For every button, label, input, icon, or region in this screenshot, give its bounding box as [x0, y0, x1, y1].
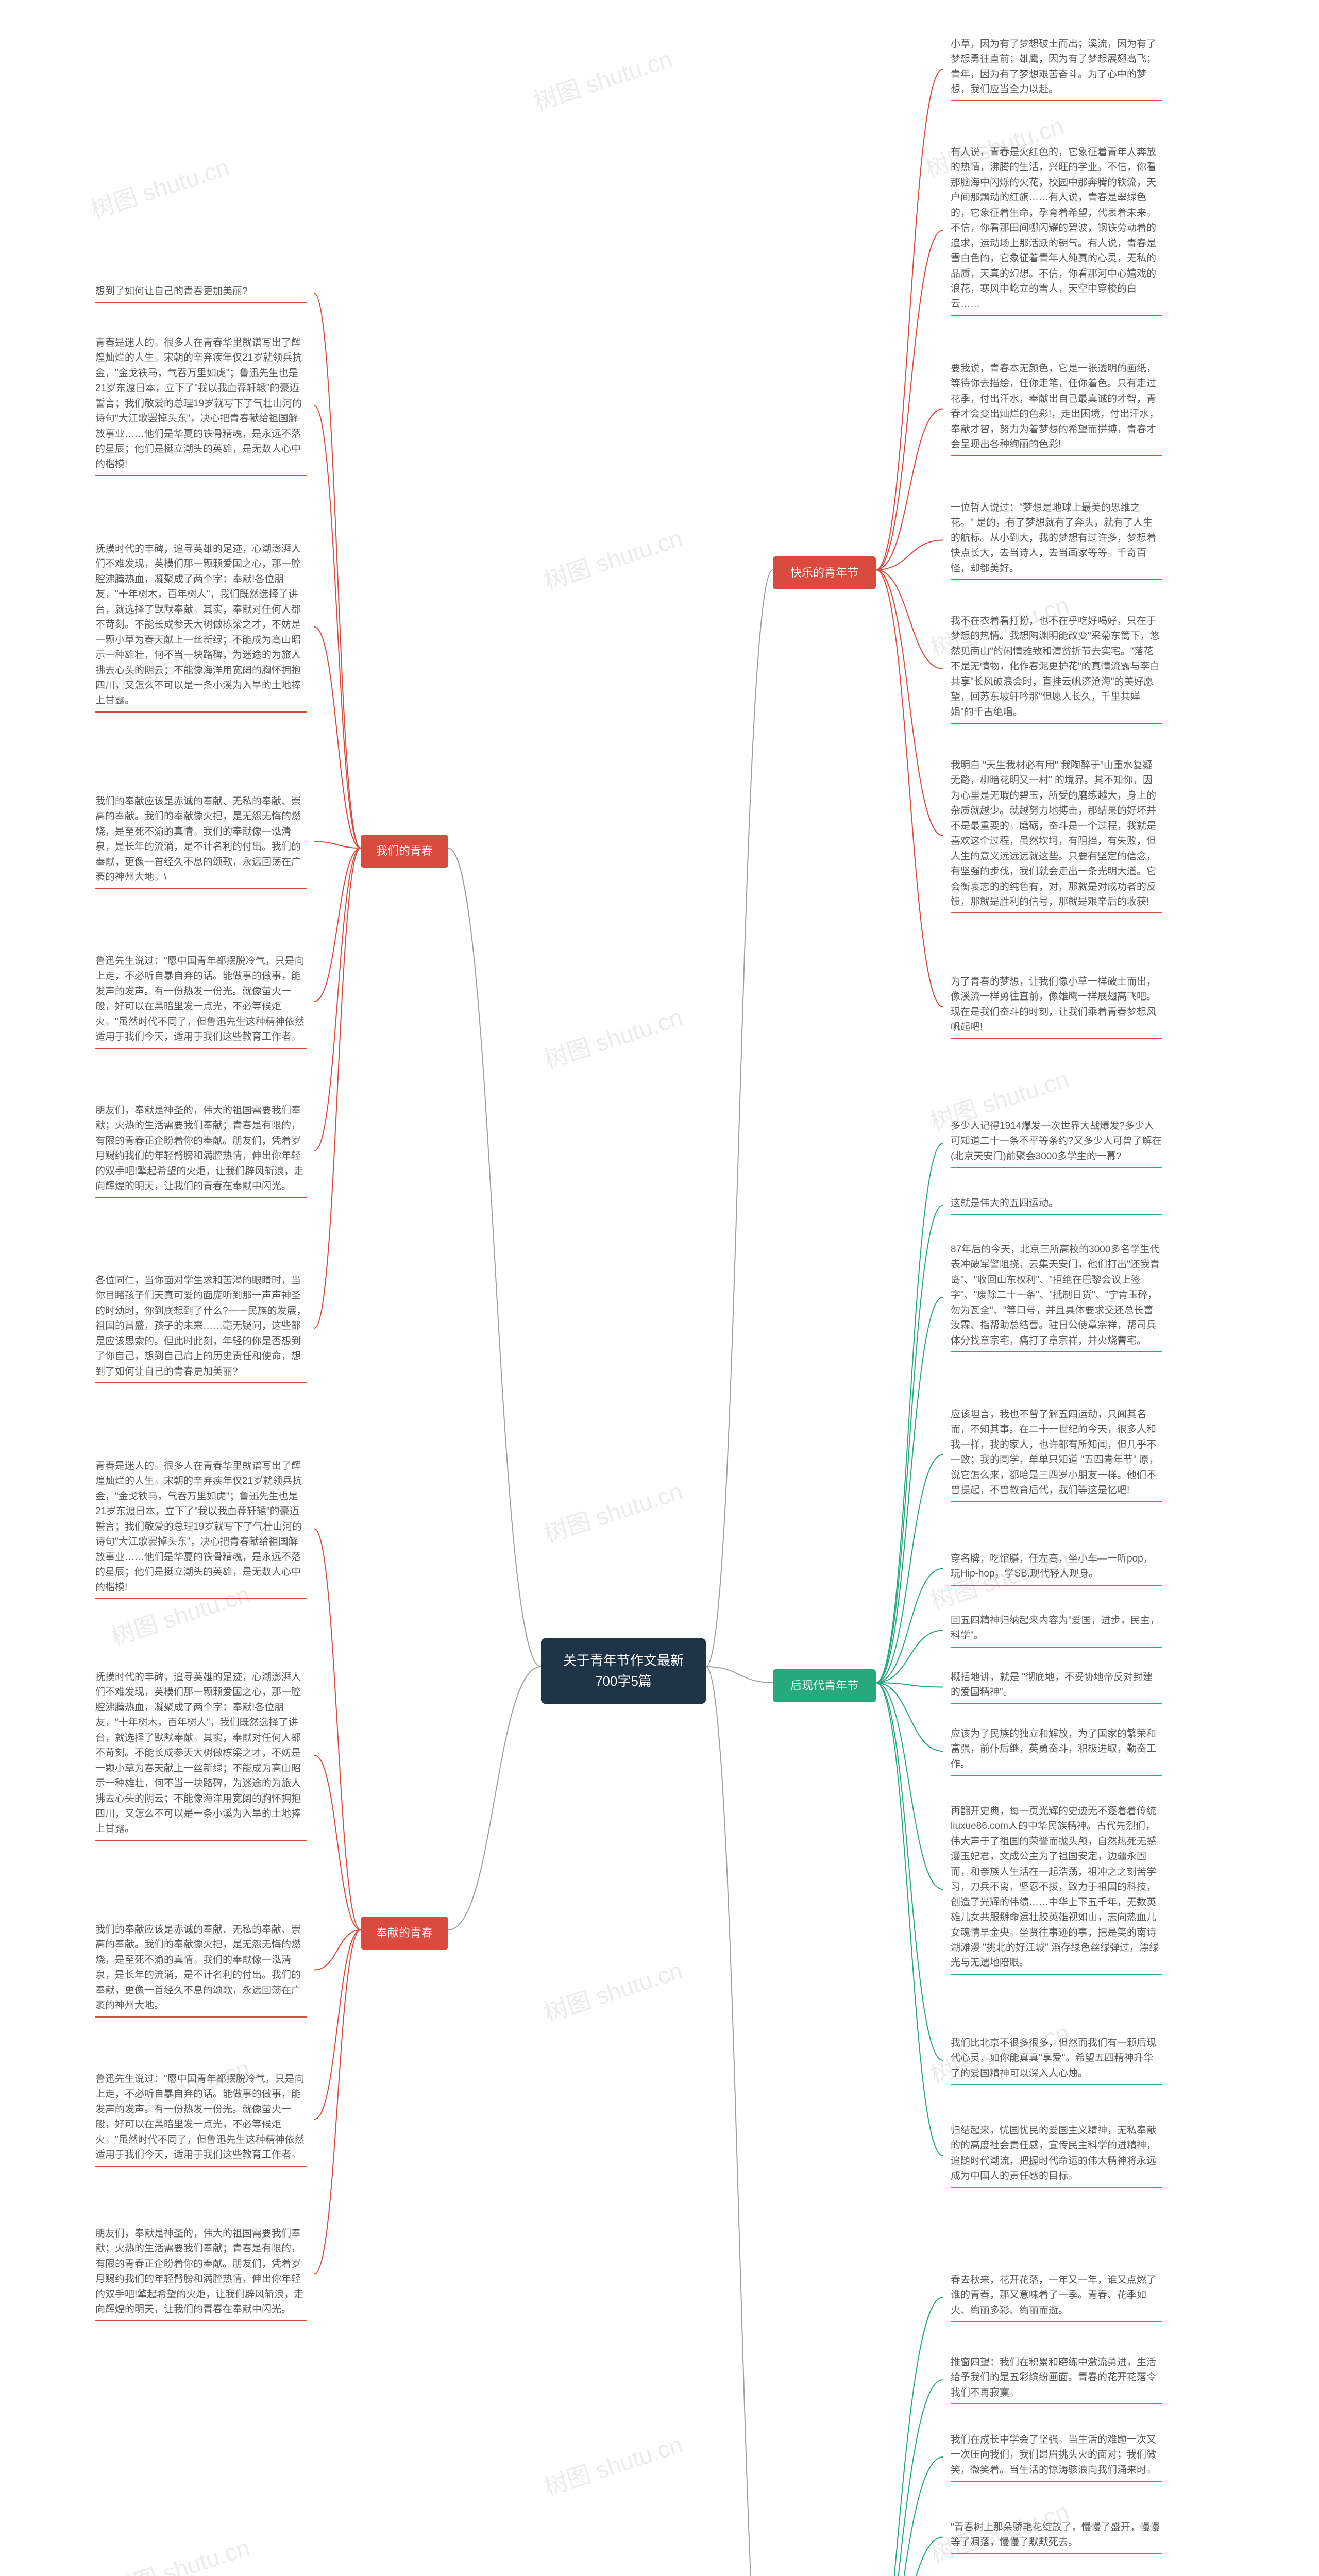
- leaf-text: 我们的奉献应该是赤诚的奉献、无私的奉献、崇高的奉献。我们的奉献像火把，是无怨无悔…: [95, 794, 307, 889]
- leaf-text: 我明白 "天生我材必有用" 我陶醉于"山重水复疑无路，柳暗花明又一村" 的境界。…: [951, 758, 1162, 913]
- leaf-text: 我们比北京不很多很多，但然而我们有一颗后现代心灵，如你能真真"享爱"。希望五四精…: [951, 2036, 1162, 2085]
- mindmap-canvas: 树图 shutu.cn 树图 shutu.cn 树图 shutu.cn 树图 shut…: [0, 0, 1319, 2576]
- leaf-node: 一位哲人说过："梦想是地球上最美的思维之花。" 是的，有了梦想就有了奔头，就有了…: [943, 495, 1170, 586]
- watermark: 树图 shutu.cn: [529, 41, 676, 117]
- leaf-text: 这就是伟大的五四运动。: [951, 1196, 1162, 1215]
- leaf-node: 鲁迅先生说过："愿中国青年都摆脱冷气，只是向上走，不必听自暴自弃的话。能做事的做…: [88, 2066, 314, 2173]
- leaf-text: 概括地讲，就是 "彻底地，不妥协地帝反对封建的爱国精神"。: [951, 1670, 1162, 1704]
- leaf-node: 应该为了民族的独立和解放，为了国家的繁荣和富强，前仆后继，英勇奋斗，积极进取，勤…: [943, 1721, 1170, 1782]
- leaf-text: 再翻开史典，每一页光辉的史迹无不逐着着传统liuxue86.com人的中华民族精…: [951, 1804, 1162, 1975]
- watermark: 树图 shutu.cn: [86, 149, 233, 226]
- branch-node: 奉献的青春: [361, 1917, 448, 1950]
- branch-node: 快乐的青年节: [773, 556, 876, 589]
- leaf-text: 有人说，青春是火红色的，它象征着青年人奔放的热情，沸腾的生活，兴旺的学业。不信，…: [951, 145, 1162, 316]
- leaf-text: 我们在成长中学会了坚强。当生活的难题一次又一次压向我们，我们昂眉挑头火的面对；我…: [951, 2432, 1162, 2482]
- leaf-text: "青春树上那朵骄艳花绽放了，慢慢了盛开，慢慢等了凋落，慢慢了默默死去。: [951, 2520, 1162, 2554]
- leaf-node: 回五四精神归纳起来内容为"爱国，进步，民主，科学"。: [943, 1607, 1170, 1653]
- leaf-node: 朋友们，奉献是神圣的，伟大的祖国需要我们奉献；火热的生活需要我们奉献；青春是有限…: [88, 1097, 314, 1204]
- leaf-node: 87年后的今天，北京三所高校的3000多名学生代表冲破军警阻挠，云集天安门，他们…: [943, 1236, 1170, 1358]
- watermark: 树图 shutu.cn: [539, 1952, 686, 2029]
- leaf-node: 穿名牌，吃馆膳，任左高，坐小车—一听pop，玩Hip-hop，学SB.现代轻人现…: [943, 1546, 1170, 1591]
- leaf-text: 鲁迅先生说过："愿中国青年都摆脱冷气，只是向上走，不必听自暴自弃的话。能做事的做…: [95, 954, 307, 1049]
- leaf-node: 想到了如何让自己的青春更加美丽?: [88, 278, 314, 309]
- leaf-node: 概括地讲，就是 "彻底地，不妥协地帝反对封建的爱国精神"。: [943, 1664, 1170, 1710]
- leaf-node: 我们比北京不很多很多，但然而我们有一颗后现代心灵，如你能真真"享爱"。希望五四精…: [943, 2030, 1170, 2091]
- leaf-node: 要我说，青春本无颜色，它是一张透明的画纸，等待你去描绘，任你走笔，任你着色。只有…: [943, 355, 1170, 462]
- leaf-text: 抚摸时代的丰碑，追寻英雄的足迹，心潮澎湃人们不难发现，英模们那一颗颗爱国之心，那…: [95, 541, 307, 713]
- leaf-text: 87年后的今天，北京三所高校的3000多名学生代表冲破军警阻挠，云集天安门，他们…: [951, 1242, 1162, 1352]
- leaf-text: 各位同仁，当你面对学生求和苦渴的眼睛时，当你目睹孩子们天真可爱的面庞听到那一声声…: [95, 1273, 307, 1383]
- leaf-node: 朋友们，奉献是神圣的，伟大的祖国需要我们奉献；火热的生活需要我们奉献；青春是有限…: [88, 2221, 314, 2327]
- leaf-node: 我不在衣着看打扮，也不在乎吃好喝好，只在于梦想的热情。我想陶渊明能改变"采菊东篱…: [943, 608, 1170, 730]
- leaf-text: 要我说，青春本无颜色，它是一张透明的画纸，等待你去描绘，任你走笔，任你着色。只有…: [951, 361, 1162, 456]
- leaf-text: 一位哲人说过："梦想是地球上最美的思维之花。" 是的，有了梦想就有了奔头，就有了…: [951, 500, 1162, 580]
- branch-node: 后现代青年节: [773, 1669, 876, 1702]
- watermark: 树图 shutu.cn: [539, 2426, 686, 2503]
- leaf-node: 多少人记得1914爆发一次世界大战爆发?多少人可知道二十一条不平等条约?又多少人…: [943, 1113, 1170, 1174]
- leaf-text: 归结起来，忧国忧民的爱国主义精神，无私奉献的的高度社会责任感，宣传民主科学的进精…: [951, 2123, 1162, 2188]
- watermark: 树图 shutu.cn: [539, 1473, 686, 1550]
- leaf-text: 应该坦言，我也不曾了解五四运动，只闻其名而，不知其事。在二十一世纪的今天，很多人…: [951, 1407, 1162, 1502]
- root-node: 关于青年节作文最新700字5篇: [541, 1638, 706, 1704]
- leaf-node: 春去秋来，花开花落，一年又一年，谁又点燃了谁的青春，那又意味着了一季。青春、花季…: [943, 2267, 1170, 2328]
- leaf-text: 想到了如何让自己的青春更加美丽?: [95, 284, 307, 303]
- leaf-text: 为了青春的梦想，让我们像小草一样破土而出，像溪流一样勇往直前，像雄鹰一样展翅高飞…: [951, 974, 1162, 1039]
- leaf-text: 我不在衣着看打扮，也不在乎吃好喝好，只在于梦想的热情。我想陶渊明能改变"采菊东篱…: [951, 614, 1162, 724]
- leaf-node: 我明白 "天生我材必有用" 我陶醉于"山重水复疑无路，柳暗花明又一村" 的境界。…: [943, 752, 1170, 919]
- leaf-node: 抚摸时代的丰碑，追寻英雄的足迹，心潮澎湃人们不难发现，英模们那一颗颗爱国之心，那…: [88, 1664, 314, 1846]
- leaf-node: 有人说，青春是火红色的，它象征着青年人奔放的热情，沸腾的生活，兴旺的学业。不信，…: [943, 139, 1170, 321]
- leaf-node: 小草，因为有了梦想破土而出；溪流，因为有了梦想勇往直前；雄鹰，因为有了梦想展翅高…: [943, 31, 1170, 107]
- watermark: 树图 shutu.cn: [539, 520, 686, 597]
- watermark: 树图 shutu.cn: [107, 2529, 253, 2576]
- leaf-text: 朋友们，奉献是神圣的，伟大的祖国需要我们奉献；火热的生活需要我们奉献；青春是有限…: [95, 1103, 307, 1198]
- leaf-text: 回五四精神归纳起来内容为"爱国，进步，民主，科学"。: [951, 1613, 1162, 1648]
- leaf-node: 我们的奉献应该是赤诚的奉献、无私的奉献、崇高的奉献。我们的奉献像火把，是无怨无悔…: [88, 788, 314, 895]
- leaf-node: 这就是伟大的五四运动。: [943, 1190, 1170, 1221]
- leaf-node: 鲁迅先生说过："愿中国青年都摆脱冷气，只是向上走，不必听自暴自弃的话。能做事的做…: [88, 948, 314, 1055]
- leaf-text: 多少人记得1914爆发一次世界大战爆发?多少人可知道二十一条不平等条约?又多少人…: [951, 1118, 1162, 1168]
- leaf-node: 我们在成长中学会了坚强。当生活的难题一次又一次压向我们，我们昂眉挑头火的面对；我…: [943, 2427, 1170, 2487]
- leaf-node: 为了青春的梦想，让我们像小草一样破土而出，像溪流一样勇往直前，像雄鹰一样展翅高飞…: [943, 969, 1170, 1045]
- leaf-text: 抚摸时代的丰碑，追寻英雄的足迹，心潮澎湃人们不难发现，英模们那一颗颗爱国之心，那…: [95, 1670, 307, 1841]
- leaf-node: 应该坦言，我也不曾了解五四运动，只闻其名而，不知其事。在二十一世纪的今天，很多人…: [943, 1401, 1170, 1508]
- leaf-text: 应该为了民族的独立和解放，为了国家的繁荣和富强，前仆后继，英勇奋斗，积极进取，勤…: [951, 1726, 1162, 1776]
- leaf-node: 再翻开史典，每一页光辉的史迹无不逐着着传统liuxue86.com人的中华民族精…: [943, 1798, 1170, 1980]
- leaf-text: 推窗四望：我们在积累和磨练中激流勇进，生活给予我们的是五彩缤纷画面。青春的花开花…: [951, 2355, 1162, 2404]
- leaf-text: 我们的奉献应该是赤诚的奉献、无私的奉献、崇高的奉献。我们的奉献像火把，是无怨无悔…: [95, 1922, 307, 2018]
- leaf-node: 青春是迷人的。很多人在青春华里就谱写出了辉煌灿烂的人生。宋朝的辛弃疾年仅21岁就…: [88, 1453, 314, 1605]
- watermark: 树图 shutu.cn: [539, 999, 686, 1076]
- leaf-node: 抚摸时代的丰碑，追寻英雄的足迹，心潮澎湃人们不难发现，英模们那一颗颗爱国之心，那…: [88, 536, 314, 718]
- leaf-text: 鲁迅先生说过："愿中国青年都摆脱冷气，只是向上走，不必听自暴自弃的话。能做事的做…: [95, 2072, 307, 2167]
- leaf-node: "青春树上那朵骄艳花绽放了，慢慢了盛开，慢慢等了凋落，慢慢了默默死去。: [943, 2514, 1170, 2560]
- leaf-node: 归结起来，忧国忧民的爱国主义精神，无私奉献的的高度社会责任感，宣传民主科学的进精…: [943, 2117, 1170, 2194]
- leaf-text: 青春是迷人的。很多人在青春华里就谱写出了辉煌灿烂的人生。宋朝的辛弃疾年仅21岁就…: [95, 335, 307, 476]
- leaf-text: 朋友们，奉献是神圣的，伟大的祖国需要我们奉献；火热的生活需要我们奉献；青春是有限…: [95, 2226, 307, 2321]
- leaf-text: 春去秋来，花开花落，一年又一年，谁又点燃了谁的青春，那又意味着了一季。青春、花季…: [951, 2273, 1162, 2322]
- leaf-node: 推窗四望：我们在积累和磨练中激流勇进，生活给予我们的是五彩缤纷画面。青春的花开花…: [943, 2349, 1170, 2410]
- branch-node: 我们的青春: [361, 835, 448, 868]
- leaf-node: 青春是迷人的。很多人在青春华里就谱写出了辉煌灿烂的人生。宋朝的辛弃疾年仅21岁就…: [88, 330, 314, 482]
- leaf-text: 青春是迷人的。很多人在青春华里就谱写出了辉煌灿烂的人生。宋朝的辛弃疾年仅21岁就…: [95, 1459, 307, 1599]
- leaf-node: 我们的奉献应该是赤诚的奉献、无私的奉献、崇高的奉献。我们的奉献像火把，是无怨无悔…: [88, 1917, 314, 2023]
- leaf-node: 各位同仁，当你面对学生求和苦渴的眼睛时，当你目睹孩子们天真可爱的面庞听到那一声声…: [88, 1267, 314, 1389]
- leaf-text: 穿名牌，吃馆膳，任左高，坐小车—一听pop，玩Hip-hop，学SB.现代轻人现…: [951, 1551, 1162, 1586]
- leaf-text: 小草，因为有了梦想破土而出；溪流，因为有了梦想勇往直前；雄鹰，因为有了梦想展翅高…: [951, 37, 1162, 101]
